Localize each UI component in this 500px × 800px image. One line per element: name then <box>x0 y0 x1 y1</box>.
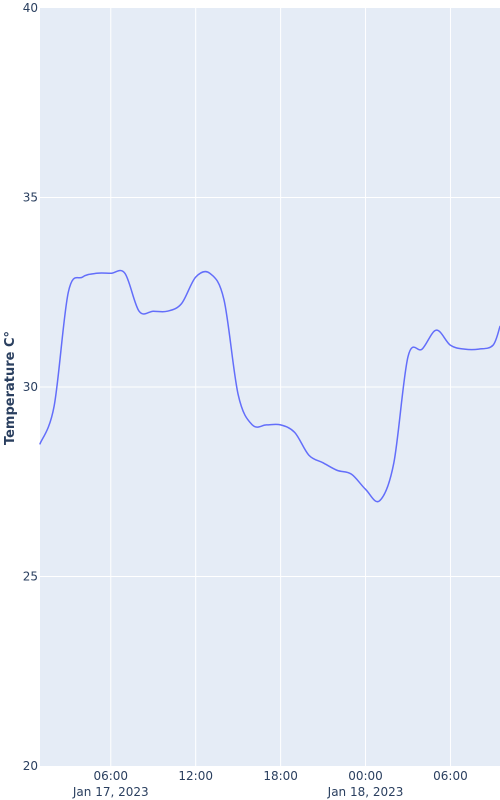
y-tick-label: 20 <box>23 759 38 773</box>
x-tick-label: 18:00 <box>263 769 298 783</box>
x-tick-label: 00:00 <box>348 769 383 783</box>
y-axis-title: Temperature C° <box>3 331 18 445</box>
y-tick-label: 30 <box>23 380 38 394</box>
x-tick-label: 12:00 <box>178 769 213 783</box>
y-tick-label: 40 <box>23 1 38 15</box>
x-tick-label: 06:00 <box>433 769 468 783</box>
grid-lines <box>40 8 500 766</box>
x-axis-ticks: 06:00 Jan 17, 2023 12:00 18:00 00:00 Jan 18, … <box>72 769 468 799</box>
x-tick-label: 06:00 <box>93 769 128 783</box>
series-line <box>39 269 500 503</box>
y-axis-ticks: 20 25 30 35 40 <box>23 1 38 773</box>
x-tick-date-label: Jan 18, 2023 <box>327 785 404 799</box>
y-tick-label: 25 <box>23 570 38 584</box>
x-tick-date-label: Jan 17, 2023 <box>72 785 149 799</box>
y-tick-label: 35 <box>23 191 38 205</box>
